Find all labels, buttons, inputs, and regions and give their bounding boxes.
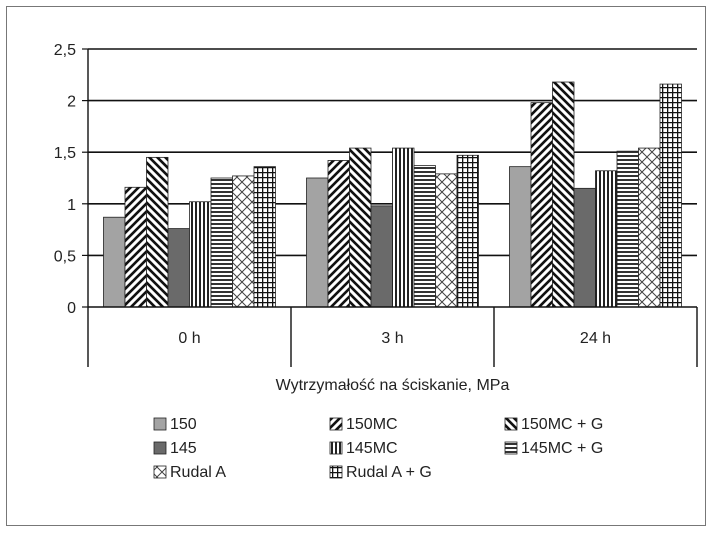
x-tick-label: 0 h (178, 330, 200, 347)
legend-label: 145 (170, 440, 197, 457)
legend-label: 145MC + G (521, 440, 603, 457)
bar (552, 81, 575, 308)
y-tick-label: 1 (67, 197, 76, 214)
bar (370, 205, 393, 308)
bar (413, 165, 436, 308)
bar (124, 186, 147, 308)
bar (167, 228, 190, 308)
y-tick-label: 0,5 (54, 248, 76, 265)
bar (210, 177, 233, 308)
y-tick-label: 2,5 (54, 42, 76, 59)
legend-swatch (504, 417, 518, 431)
bar (349, 147, 372, 308)
bar (146, 156, 169, 308)
bar (435, 173, 458, 308)
bar (456, 154, 479, 308)
bar (189, 201, 212, 308)
legend-swatch (504, 441, 518, 455)
bar (573, 187, 596, 308)
x-tick-label: 24 h (580, 330, 611, 347)
bar (509, 166, 532, 308)
y-tick-label: 0 (67, 300, 76, 317)
legend-label: 150 (170, 416, 197, 433)
bar (595, 170, 618, 308)
y-tick-label: 2 (67, 94, 76, 111)
legend: 150 150MC 150MC + G 145 145MC 145MC + G Rudal … (153, 416, 603, 481)
x-tick-label: 3 h (381, 330, 403, 347)
legend-label: Rudal A (170, 464, 226, 481)
bar (530, 102, 553, 308)
legend-swatch (153, 417, 167, 431)
axes (82, 48, 698, 367)
x-axis-title: Wytrzymałość na ściskanie, MPa (276, 377, 510, 394)
bar (306, 177, 329, 308)
legend-swatch (329, 441, 343, 455)
legend-label: Rudal A + G (346, 464, 432, 481)
y-tick-label: 1,5 (54, 145, 76, 162)
legend-swatch (329, 465, 343, 479)
bar (659, 83, 682, 308)
bar (616, 150, 639, 308)
legend-label: 150MC (346, 416, 398, 433)
bar (103, 216, 126, 308)
bar-chart: 0 0,5 1 1,5 2 2,5 0 h 3 h 24 h Wytrzymałość na śc… (54, 42, 698, 481)
bar (253, 166, 276, 308)
bar (327, 160, 350, 308)
bar (638, 147, 661, 308)
bar (232, 175, 255, 308)
legend-swatch (329, 417, 343, 431)
bars (103, 81, 682, 308)
chart-frame: 0 0,5 1 1,5 2 2,5 0 h 3 h 24 h Wytrzymałość na śc… (6, 6, 706, 526)
legend-swatch (153, 465, 167, 479)
labels: 0 0,5 1 1,5 2 2,5 0 h 3 h 24 h Wytrzymałość na śc… (54, 42, 611, 394)
bar (392, 147, 415, 308)
legend-label: 150MC + G (521, 416, 603, 433)
legend-swatch (153, 441, 167, 455)
legend-label: 145MC (346, 440, 398, 457)
